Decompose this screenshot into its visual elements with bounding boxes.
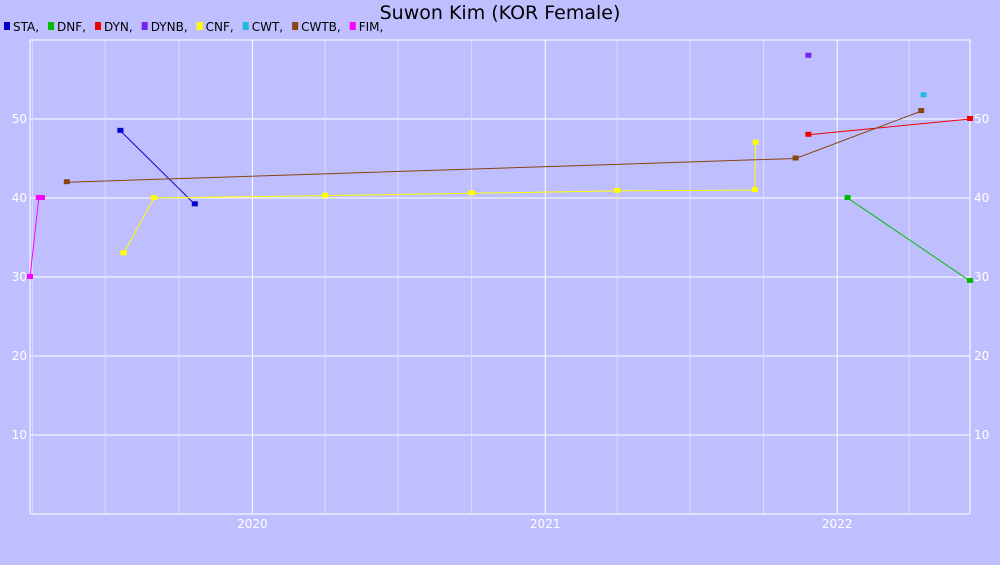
y-tick-label-right: 30 (974, 270, 989, 284)
grid (30, 40, 970, 514)
legend-swatch (292, 22, 299, 30)
series-dynb (805, 52, 812, 58)
data-point (151, 195, 157, 200)
data-point (751, 187, 758, 193)
series-sta (117, 127, 198, 207)
legend-item: CNF, (206, 20, 234, 34)
data-point (614, 187, 621, 193)
data-point (967, 277, 973, 283)
data-point (920, 92, 927, 98)
series-dnf (844, 195, 973, 283)
legend-item: CWT, (252, 20, 283, 34)
data-point (191, 201, 198, 207)
y-tick-label-right: 40 (974, 191, 989, 205)
series-cwt (920, 92, 927, 98)
legend-swatch (4, 22, 10, 30)
data-point (967, 116, 973, 121)
y-tick-label-right: 20 (974, 349, 989, 363)
data-point (39, 195, 45, 200)
x-tick-label: 2022 (822, 517, 853, 531)
legend-swatch (141, 22, 148, 30)
y-tick-label-left: 10 (12, 428, 27, 442)
series-line (808, 118, 971, 136)
y-tick-label-right: 10 (974, 428, 989, 442)
data-point (918, 108, 925, 114)
legend-item: DYNB, (151, 20, 188, 34)
legend-item: DYN, (104, 20, 133, 34)
legend-item: DNF, (57, 20, 86, 34)
series-cwtb (63, 108, 925, 185)
data-point (792, 155, 799, 161)
x-tick-label: 2020 (237, 517, 268, 531)
y-tick-label-left: 20 (12, 349, 27, 363)
data-point (117, 127, 124, 133)
y-tick-label-left: 50 (12, 112, 27, 126)
legend-item: FIM, (359, 20, 384, 34)
y-tick-label-right: 50 (974, 112, 989, 126)
data-point (35, 195, 42, 200)
data-point (752, 139, 759, 145)
series-dyn (805, 116, 973, 137)
data-point (805, 52, 812, 58)
legend-swatch (196, 22, 203, 30)
data-point (27, 274, 33, 279)
series-cnf (120, 139, 759, 256)
series-line (847, 197, 971, 282)
legend-swatch (94, 22, 101, 30)
data-point (120, 250, 127, 256)
legend-swatch (48, 22, 55, 30)
series-layer (27, 52, 973, 283)
data-point (468, 190, 475, 196)
legend-swatch (349, 22, 356, 30)
legend-item: STA, (13, 20, 39, 34)
series-fim (27, 195, 45, 279)
y-tick-label-left: 30 (12, 270, 27, 284)
data-point (322, 192, 329, 198)
data-point (805, 131, 812, 137)
chart-title: Suwon Kim (KOR Female) (380, 2, 621, 24)
x-tick-label: 2021 (530, 517, 561, 531)
data-point (844, 195, 851, 200)
y-tick-label-left: 40 (12, 191, 27, 205)
legend: STA, DNF, DYN, DYNB, CNF, CWT, CWTB, FIM, (4, 20, 383, 34)
data-point (63, 179, 70, 185)
legend-swatch (242, 22, 249, 30)
legend-item: CWTB, (301, 20, 341, 34)
series-line (120, 130, 196, 205)
